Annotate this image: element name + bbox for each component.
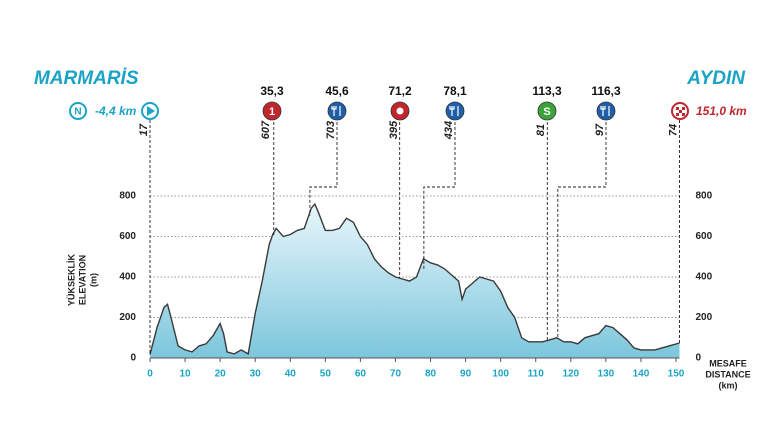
start-icon <box>69 102 87 120</box>
x-tick-label: 30 <box>250 369 262 380</box>
x-tick-label: 110 <box>528 369 545 380</box>
start-distance: -4,4 km <box>95 104 137 118</box>
waypoint-icon <box>596 101 616 121</box>
waypoint-altitude: 607 <box>260 120 272 139</box>
fork-icon <box>600 106 610 116</box>
waypoint-km: 71,2 <box>388 84 412 98</box>
x-tick-label: 20 <box>215 369 227 380</box>
x-tick-label: 120 <box>562 369 579 380</box>
x-tick-label: 40 <box>285 369 297 380</box>
y-tick-label: 0 <box>130 353 136 364</box>
waypoint-icon <box>445 101 465 121</box>
waypoint-icon-text: S <box>543 106 550 118</box>
start-marker: N <box>74 107 81 118</box>
waypoint-icon <box>262 101 282 121</box>
elevation-line <box>149 202 680 356</box>
x-tick-label: 130 <box>598 369 615 380</box>
finish-altitude: 74 <box>667 124 679 136</box>
x-tick-label: 0 <box>147 369 153 380</box>
elevation-area <box>150 204 680 358</box>
x-tick-label: 90 <box>460 369 472 380</box>
waypoint-icon <box>327 101 347 121</box>
waypoint-km: 35,3 <box>260 84 284 98</box>
y-axis-label: ELEVATION <box>77 255 87 305</box>
x-tick-label: 50 <box>320 369 332 380</box>
start-altitude: 17 <box>138 123 150 136</box>
finish-city: AYDIN <box>686 68 746 89</box>
fork-icon <box>449 106 459 116</box>
finish-distance: 151,0 km <box>696 104 747 118</box>
play-arrow <box>147 106 155 116</box>
waypoint-leader <box>309 122 338 216</box>
y2-tick-label: 400 <box>696 272 713 283</box>
y-tick-label: 200 <box>119 312 136 323</box>
waypoint-altitude: 81 <box>535 124 547 136</box>
waypoint-icon-text: 1 <box>269 106 275 118</box>
y-tick-label: 400 <box>119 272 136 283</box>
x-tick-label: 150 <box>668 369 685 380</box>
y-axis-label: YÜKSEKLİK <box>66 254 76 307</box>
y2-tick-label: 0 <box>696 353 702 364</box>
y2-tick-label: 800 <box>696 191 713 202</box>
x-axis-label: DISTANCE <box>705 369 750 379</box>
y-axis-label: (m) <box>88 273 98 287</box>
x-tick-label: 140 <box>633 369 650 380</box>
x-tick-label: 60 <box>355 369 367 380</box>
x-axis-label: MESAFE <box>709 358 747 368</box>
x-tick-label: 100 <box>492 369 509 380</box>
waypoint-km: 78,1 <box>443 84 467 98</box>
y2-tick-label: 600 <box>696 231 713 242</box>
y-tick-label: 600 <box>119 231 136 242</box>
fork-icon <box>331 106 341 116</box>
waypoint-icon <box>537 101 557 121</box>
waypoint-altitude: 97 <box>594 123 606 136</box>
x-tick-label: 10 <box>180 369 192 380</box>
x-tick-label: 80 <box>425 369 437 380</box>
waypoint-altitude: 703 <box>325 121 337 139</box>
sprint-icon <box>396 107 404 115</box>
waypoint-altitude: 434 <box>443 121 455 140</box>
waypoint-km: 45,6 <box>325 84 349 98</box>
waypoint-km: 116,3 <box>591 84 621 98</box>
waypoint-leader <box>557 122 607 339</box>
x-tick-label: 70 <box>390 369 402 380</box>
y2-tick-label: 200 <box>696 312 713 323</box>
start-city: MARMARİS <box>34 68 139 89</box>
waypoint-km: 113,3 <box>532 84 562 98</box>
x-axis-label: (km) <box>718 380 737 390</box>
waypoint-altitude: 395 <box>388 120 400 139</box>
waypoint-leader <box>423 122 456 271</box>
checker <box>676 107 685 116</box>
y-tick-label: 800 <box>119 191 136 202</box>
